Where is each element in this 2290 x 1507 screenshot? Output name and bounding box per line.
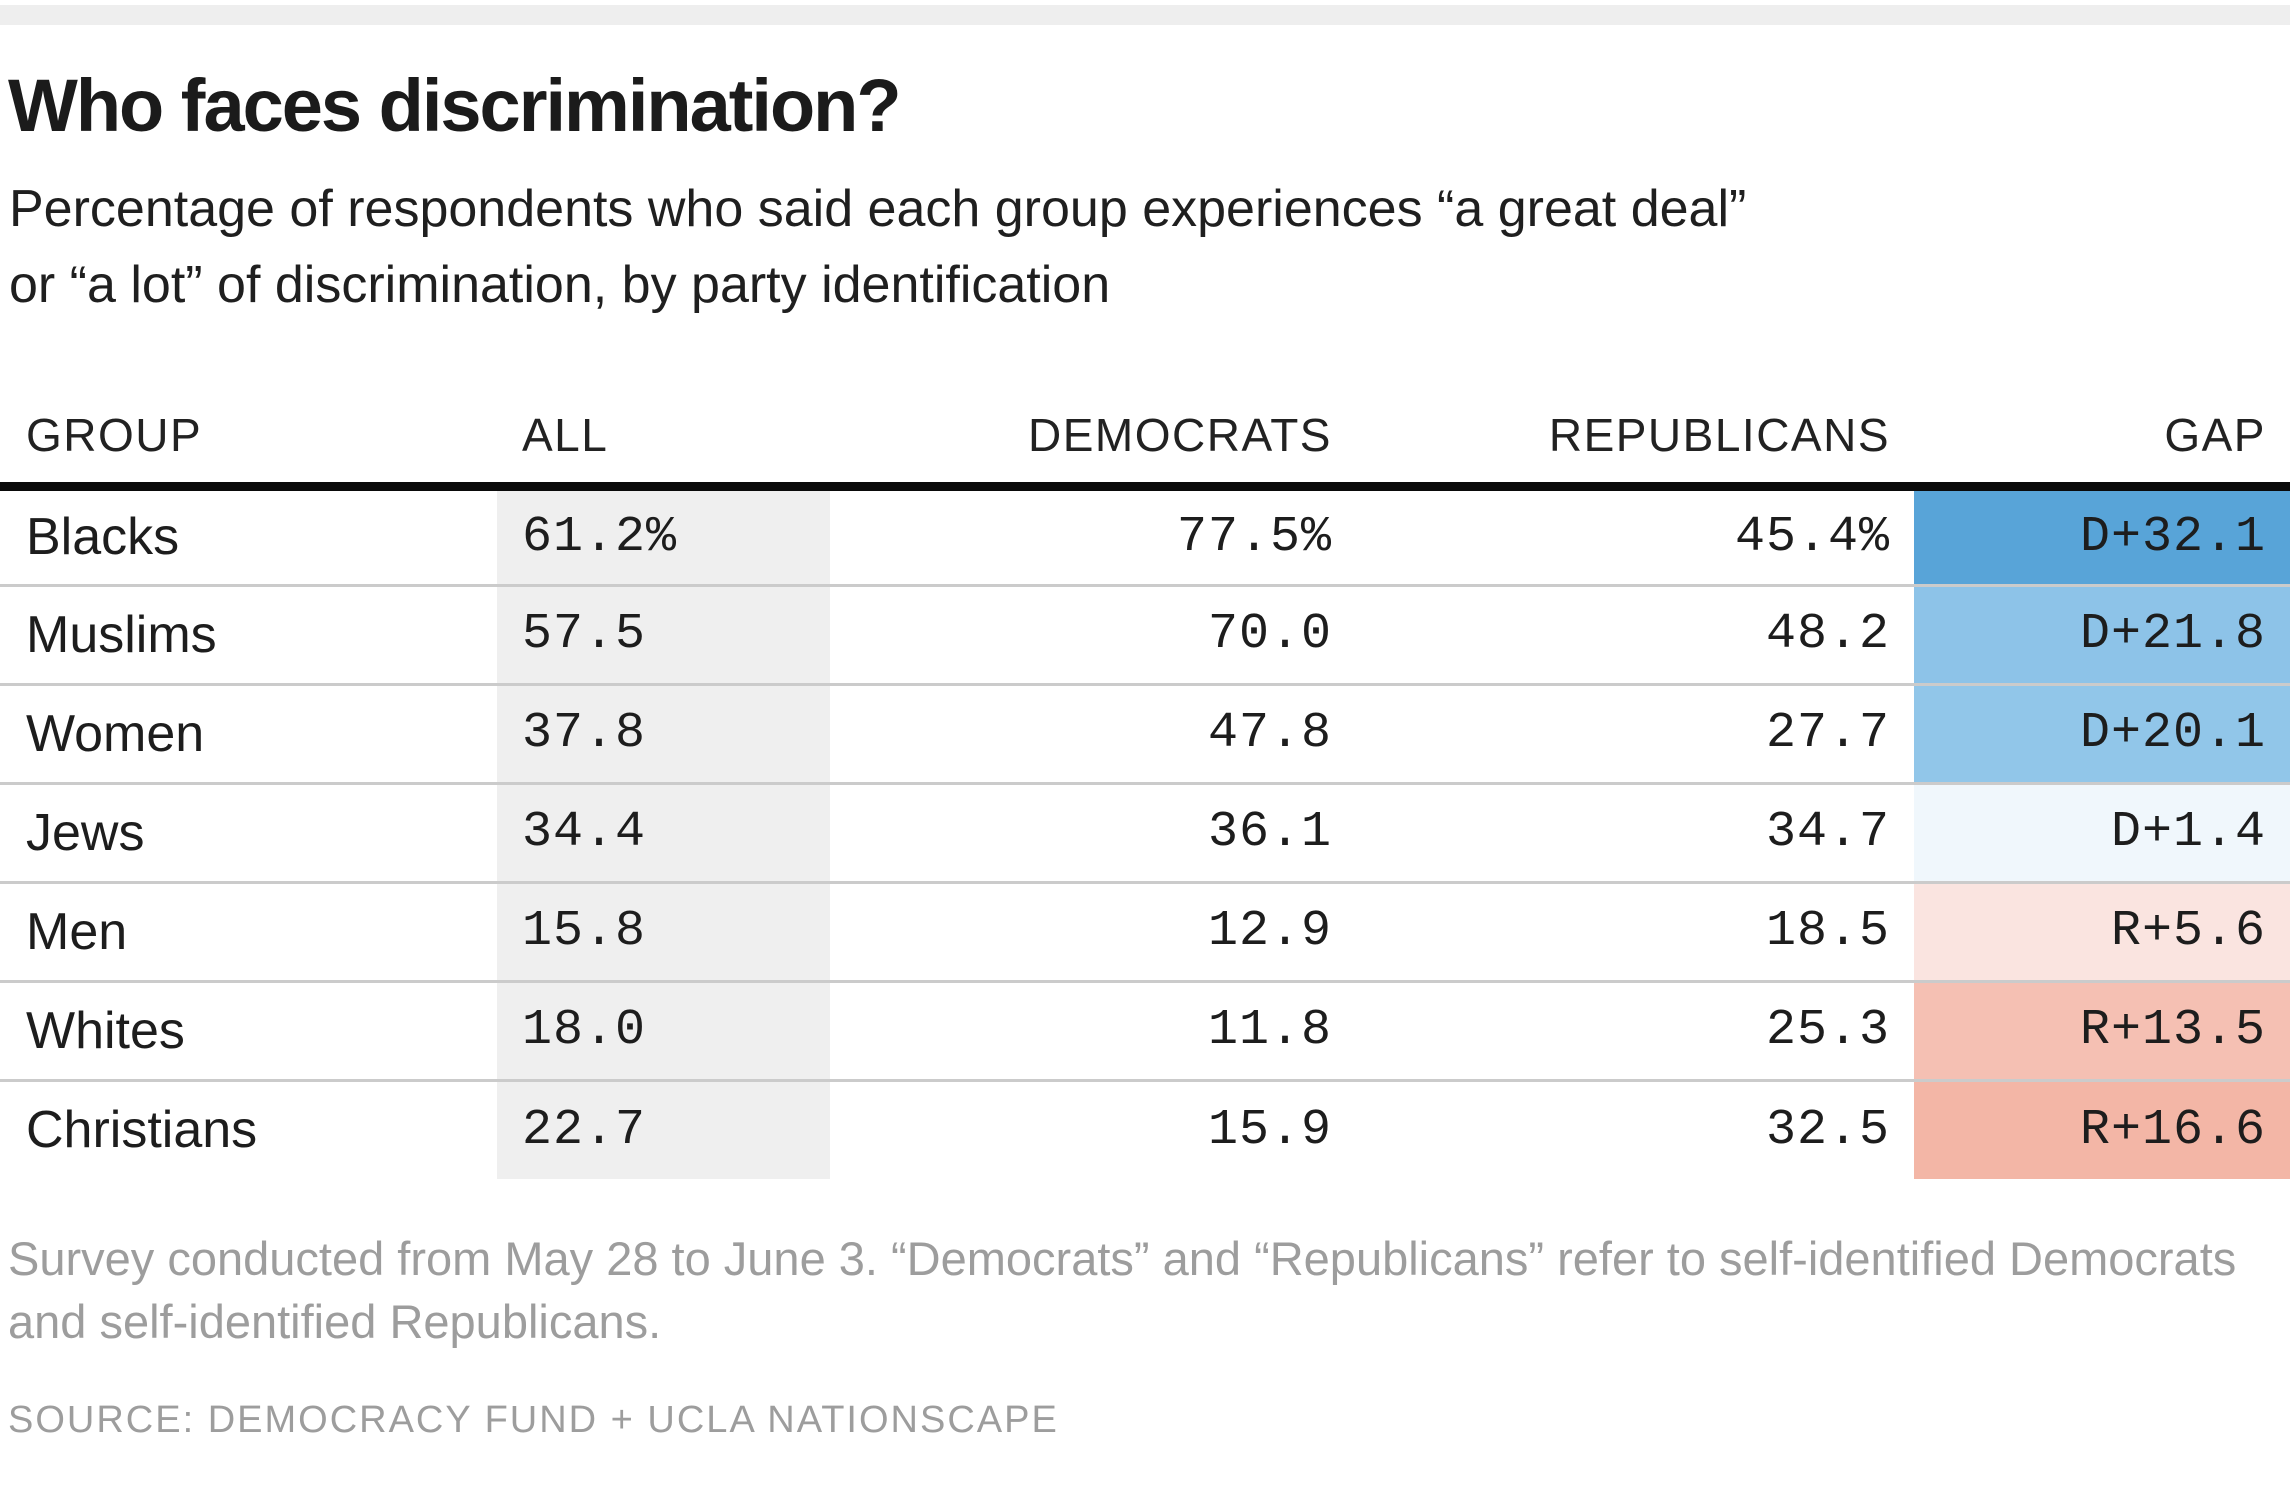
all-value: 22.7 [497, 1080, 830, 1179]
group-label: Blacks [26, 508, 180, 566]
column-header-all: ALL [522, 408, 609, 461]
table-row: Whites 18.0 11.8 25.3 R+13.5 [0, 981, 2290, 1080]
gap-value: D+1.4 [1914, 783, 2290, 882]
group-label: Whites [26, 1001, 185, 1060]
column-header-democrats: DEMOCRATS [1028, 408, 1332, 461]
democrats-value: 70.0 [1207, 606, 1332, 663]
table-row: Muslims 57.5 70.0 48.2 D+21.8 [0, 585, 2290, 684]
democrats-value: 47.8 [1207, 705, 1332, 762]
table-row: Jews 34.4 36.1 34.7 D+1.4 [0, 783, 2290, 882]
chart-subtitle-line-1: Percentage of respondents who said each … [9, 180, 1747, 238]
republicans-value: 34.7 [1765, 804, 1890, 861]
democrats-value: 36.1 [1207, 804, 1332, 861]
table-row: Blacks 61.2% 77.5% 45.4% D+32.1 [0, 486, 2290, 585]
group-label: Christians [26, 1101, 258, 1160]
all-value: 15.8 [497, 882, 830, 981]
gap-value: D+20.1 [1914, 684, 2290, 783]
democrats-value: 12.9 [1207, 903, 1332, 960]
group-label: Muslims [26, 605, 217, 664]
republicans-value: 25.3 [1765, 1002, 1890, 1059]
group-label: Men [26, 902, 128, 961]
democrats-value: 11.8 [1207, 1002, 1332, 1059]
top-divider-strip [0, 5, 2290, 25]
discrimination-table: GROUP ALL DEMOCRATS REPUBLICANS GAP Blac… [0, 398, 2290, 1179]
column-header-republicans: REPUBLICANS [1548, 408, 1890, 461]
column-header-group: GROUP [26, 408, 203, 461]
democrats-value: 15.9 [1207, 1101, 1332, 1159]
table-header-row: GROUP ALL DEMOCRATS REPUBLICANS GAP [0, 398, 2290, 486]
all-value: 61.2% [497, 486, 830, 585]
table-row: Christians 22.7 15.9 32.5 R+16.6 [0, 1080, 2290, 1179]
gap-value: D+32.1 [1914, 486, 2290, 585]
group-label: Jews [26, 803, 145, 862]
footnote-line-1: Survey conducted from May 28 to June 3. … [8, 1232, 2237, 1285]
footnote-line-2: and self-identified Republicans. [8, 1295, 662, 1348]
republicans-value: 32.5 [1765, 1101, 1890, 1159]
republicans-value: 48.2 [1765, 606, 1890, 663]
all-value: 34.4 [497, 783, 830, 882]
gap-value: D+21.8 [1914, 585, 2290, 684]
chart-title: Who faces discrimination? [8, 64, 902, 147]
table-header: GROUP ALL DEMOCRATS REPUBLICANS GAP [0, 398, 2290, 486]
republicans-value: 18.5 [1765, 903, 1890, 960]
chart-subtitle-line-2: or “a lot” of discrimination, by party i… [9, 256, 1111, 314]
republicans-value: 27.7 [1765, 705, 1890, 762]
gap-value: R+5.6 [1914, 882, 2290, 981]
gap-value: R+13.5 [1914, 981, 2290, 1080]
table-row: Men 15.8 12.9 18.5 R+5.6 [0, 882, 2290, 981]
column-header-gap: GAP [2164, 408, 2266, 461]
gap-value: R+16.6 [1914, 1080, 2290, 1179]
all-value: 18.0 [497, 981, 830, 1080]
footnote: Survey conducted from May 28 to June 3. … [8, 1227, 2248, 1353]
democrats-value: 77.5% [1176, 508, 1332, 566]
chart-subtitle: Percentage of respondents who said each … [9, 171, 2290, 323]
table-body: Blacks 61.2% 77.5% 45.4% D+32.1 Muslims … [0, 486, 2290, 1179]
group-label: Women [26, 704, 205, 763]
republicans-value: 45.4% [1734, 508, 1890, 566]
source-credit: SOURCE: DEMOCRACY FUND + UCLA NATIONSCAP… [8, 1399, 1059, 1441]
table-row: Women 37.8 47.8 27.7 D+20.1 [0, 684, 2290, 783]
all-value: 37.8 [497, 684, 830, 783]
all-value: 57.5 [497, 585, 830, 684]
